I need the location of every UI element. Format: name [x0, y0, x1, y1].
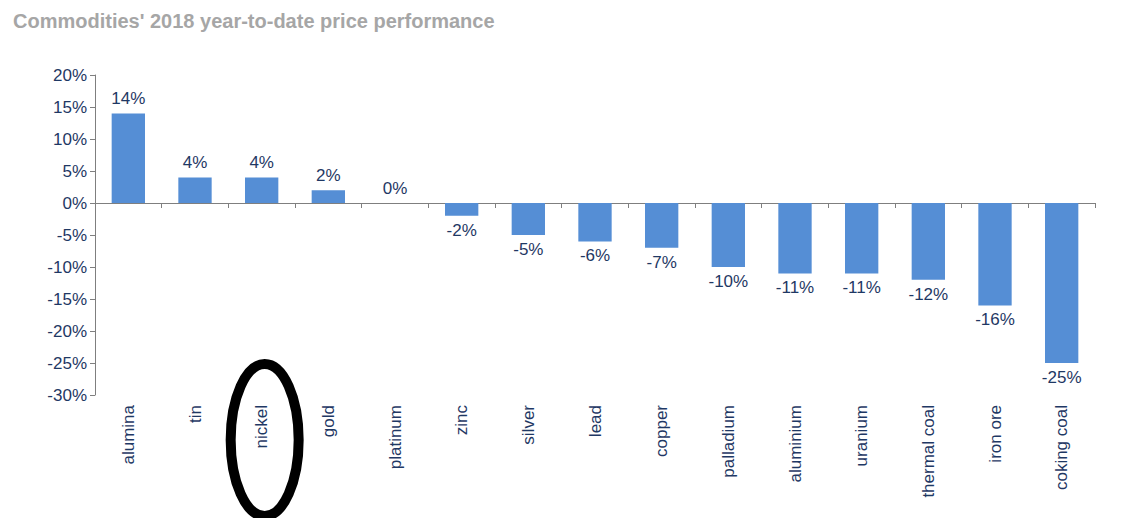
svg-text:2%: 2%	[316, 166, 341, 185]
svg-text:Commodities' 2018 year-to-date: Commodities' 2018 year-to-date price per…	[13, 10, 495, 32]
svg-text:-30%: -30%	[47, 386, 87, 405]
svg-text:0%: 0%	[383, 179, 408, 198]
svg-text:-7%: -7%	[647, 253, 677, 272]
svg-text:aluminium: aluminium	[786, 405, 805, 482]
svg-text:iron ore: iron ore	[986, 405, 1005, 463]
svg-text:-15%: -15%	[47, 290, 87, 309]
svg-text:10%: 10%	[53, 130, 87, 149]
svg-text:palladium: palladium	[719, 405, 738, 478]
svg-text:tin: tin	[186, 405, 205, 423]
svg-text:4%: 4%	[249, 153, 274, 172]
svg-text:-20%: -20%	[47, 322, 87, 341]
svg-text:20%: 20%	[53, 66, 87, 85]
svg-text:-12%: -12%	[908, 285, 948, 304]
svg-text:-5%: -5%	[513, 240, 543, 259]
svg-text:nickel: nickel	[252, 405, 271, 448]
svg-text:silver: silver	[519, 405, 538, 445]
svg-text:zinc: zinc	[452, 405, 471, 436]
svg-text:lead: lead	[586, 405, 605, 437]
svg-text:-10%: -10%	[708, 272, 748, 291]
svg-text:5%: 5%	[62, 162, 87, 181]
svg-text:-10%: -10%	[47, 258, 87, 277]
svg-text:-25%: -25%	[1042, 368, 1082, 387]
svg-text:-2%: -2%	[447, 221, 477, 240]
svg-text:-11%: -11%	[842, 278, 880, 297]
svg-text:-25%: -25%	[47, 354, 87, 373]
svg-text:uranium: uranium	[852, 405, 871, 466]
svg-text:alumina: alumina	[119, 404, 138, 464]
svg-text:-6%: -6%	[580, 246, 610, 265]
svg-text:-11%: -11%	[776, 278, 814, 297]
svg-text:14%: 14%	[111, 89, 145, 108]
svg-text:15%: 15%	[53, 98, 87, 117]
svg-text:0%: 0%	[62, 194, 87, 213]
svg-text:platinum: platinum	[386, 405, 405, 469]
svg-text:-16%: -16%	[975, 310, 1015, 329]
svg-text:coking coal: coking coal	[1052, 405, 1071, 490]
svg-text:thermal coal: thermal coal	[919, 405, 938, 498]
svg-text:copper: copper	[652, 405, 671, 457]
svg-text:4%: 4%	[183, 153, 208, 172]
svg-text:-5%: -5%	[57, 226, 87, 245]
svg-text:gold: gold	[319, 405, 338, 437]
